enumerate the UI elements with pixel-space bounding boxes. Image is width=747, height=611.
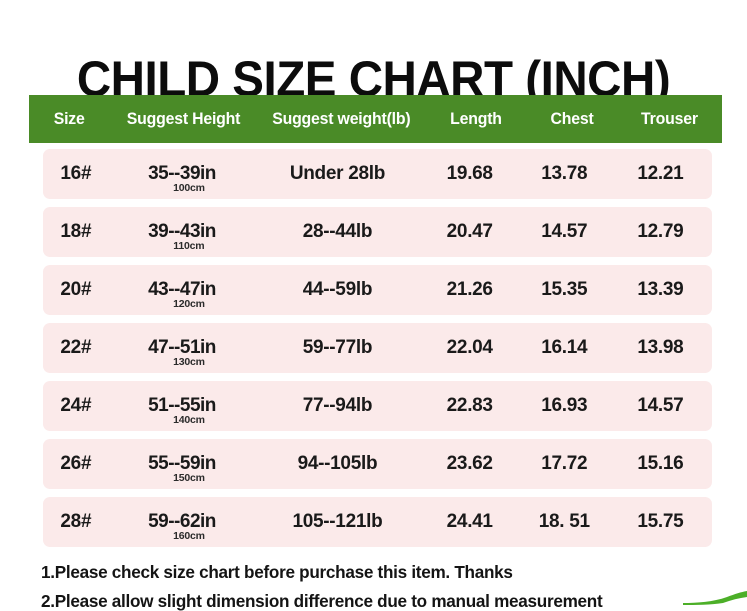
cell-size: 16#	[60, 163, 92, 184]
height-value-group: 35--39in 100cm	[148, 163, 216, 193]
note-line-1: 1.Please check size chart before purchas…	[41, 562, 513, 582]
cell-chest: 14.57	[541, 221, 588, 242]
table-row: 18# 39--43in 110cm 28--44lb 20.47 14.57 12.79	[43, 207, 712, 257]
cell-weight: 105--121lb	[292, 511, 383, 532]
cell-length: 22.04	[446, 337, 493, 358]
cell-size: 24#	[60, 395, 92, 416]
cell-length: 23.62	[446, 453, 493, 474]
height-centimeters: 100cm	[173, 182, 205, 194]
cell-length: 21.26	[446, 279, 493, 300]
column-header-length: Length	[450, 109, 502, 128]
table-row: 22# 47--51in 130cm 59--77lb 22.04 16.14 13.98	[43, 323, 712, 373]
cell-height: 47--51in 130cm	[109, 337, 256, 367]
column-header-size: Size	[53, 109, 85, 128]
cell-size: 20#	[60, 279, 92, 300]
cell-height: 51--55in 140cm	[109, 395, 256, 425]
cell-trouser: 14.57	[637, 395, 684, 416]
cell-length: 24.41	[446, 511, 493, 532]
cell-size: 18#	[60, 221, 92, 242]
cell-weight: 44--59lb	[302, 279, 373, 300]
column-header-trouser: Trouser	[641, 109, 698, 128]
cell-weight: 77--94lb	[302, 395, 373, 416]
table-row: 20# 43--47in 120cm 44--59lb 21.26 15.35 13.39	[43, 265, 712, 315]
cell-trouser: 13.39	[637, 279, 684, 300]
height-centimeters: 130cm	[173, 356, 205, 368]
height-inches: 55--59in	[148, 453, 216, 474]
footer-notes: 1.Please check size chart before purchas…	[41, 558, 741, 611]
height-value-group: 47--51in 130cm	[148, 337, 216, 367]
height-inches: 35--39in	[148, 163, 216, 184]
cell-trouser: 13.98	[637, 337, 684, 358]
height-centimeters: 140cm	[173, 414, 205, 426]
cell-height: 35--39in 100cm	[109, 163, 256, 193]
cell-trouser: 15.16	[637, 453, 684, 474]
cell-weight: 28--44lb	[302, 221, 373, 242]
column-header-height: Suggest Height	[127, 109, 241, 128]
cell-height: 39--43in 110cm	[109, 221, 256, 251]
table-row: 16# 35--39in 100cm Under 28lb 19.68 13.78 12.2…	[43, 149, 712, 199]
cell-length: 19.68	[446, 163, 493, 184]
cell-chest: 17.72	[541, 453, 588, 474]
cell-size: 22#	[60, 337, 92, 358]
cell-size: 26#	[60, 453, 92, 474]
cell-height: 43--47in 120cm	[109, 279, 256, 309]
height-inches: 43--47in	[148, 279, 216, 300]
height-value-group: 55--59in 150cm	[148, 453, 216, 483]
cell-length: 20.47	[446, 221, 493, 242]
size-chart-table: Size Suggest Height Suggest weight(lb) Leng…	[29, 95, 722, 555]
cell-trouser: 15.75	[637, 511, 684, 532]
cell-chest: 16.93	[541, 395, 588, 416]
cell-chest: 16.14	[541, 337, 588, 358]
height-inches: 51--55in	[148, 395, 216, 416]
height-value-group: 59--62in 160cm	[148, 511, 216, 541]
cell-trouser: 12.79	[637, 221, 684, 242]
column-header-weight: Suggest weight(lb)	[272, 109, 411, 128]
height-inches: 47--51in	[148, 337, 216, 358]
cell-weight: 59--77lb	[302, 337, 373, 358]
height-centimeters: 120cm	[173, 298, 205, 310]
table-row: 26# 55--59in 150cm 94--105lb 23.62 17.72 15.16	[43, 439, 712, 489]
height-value-group: 39--43in 110cm	[148, 221, 216, 251]
height-centimeters: 150cm	[173, 472, 205, 484]
table-body: 16# 35--39in 100cm Under 28lb 19.68 13.78 12.2…	[29, 143, 722, 547]
cell-weight: 94--105lb	[297, 453, 378, 474]
cell-chest: 15.35	[541, 279, 588, 300]
cell-size: 28#	[60, 511, 92, 532]
cell-chest: 18. 51	[538, 511, 590, 532]
table-row: 24# 51--55in 140cm 77--94lb 22.83 16.93 14.57	[43, 381, 712, 431]
height-inches: 39--43in	[148, 221, 216, 242]
cell-chest: 13.78	[541, 163, 588, 184]
height-value-group: 43--47in 120cm	[148, 279, 216, 309]
table-row: 28# 59--62in 160cm 105--121lb 24.41 18. 51 15.…	[43, 497, 712, 547]
height-inches: 59--62in	[148, 511, 216, 532]
cell-weight: Under 28lb	[289, 163, 386, 184]
column-header-chest: Chest	[550, 109, 594, 128]
cell-height: 59--62in 160cm	[109, 511, 256, 541]
height-centimeters: 160cm	[173, 530, 205, 542]
note-line-2: 2.Please allow slight dimension differen…	[41, 591, 603, 611]
cell-height: 55--59in 150cm	[109, 453, 256, 483]
height-value-group: 51--55in 140cm	[148, 395, 216, 425]
cell-length: 22.83	[446, 395, 493, 416]
cell-trouser: 12.21	[637, 163, 684, 184]
height-centimeters: 110cm	[173, 240, 205, 252]
table-header-row: Size Suggest Height Suggest weight(lb) Leng…	[29, 95, 722, 143]
